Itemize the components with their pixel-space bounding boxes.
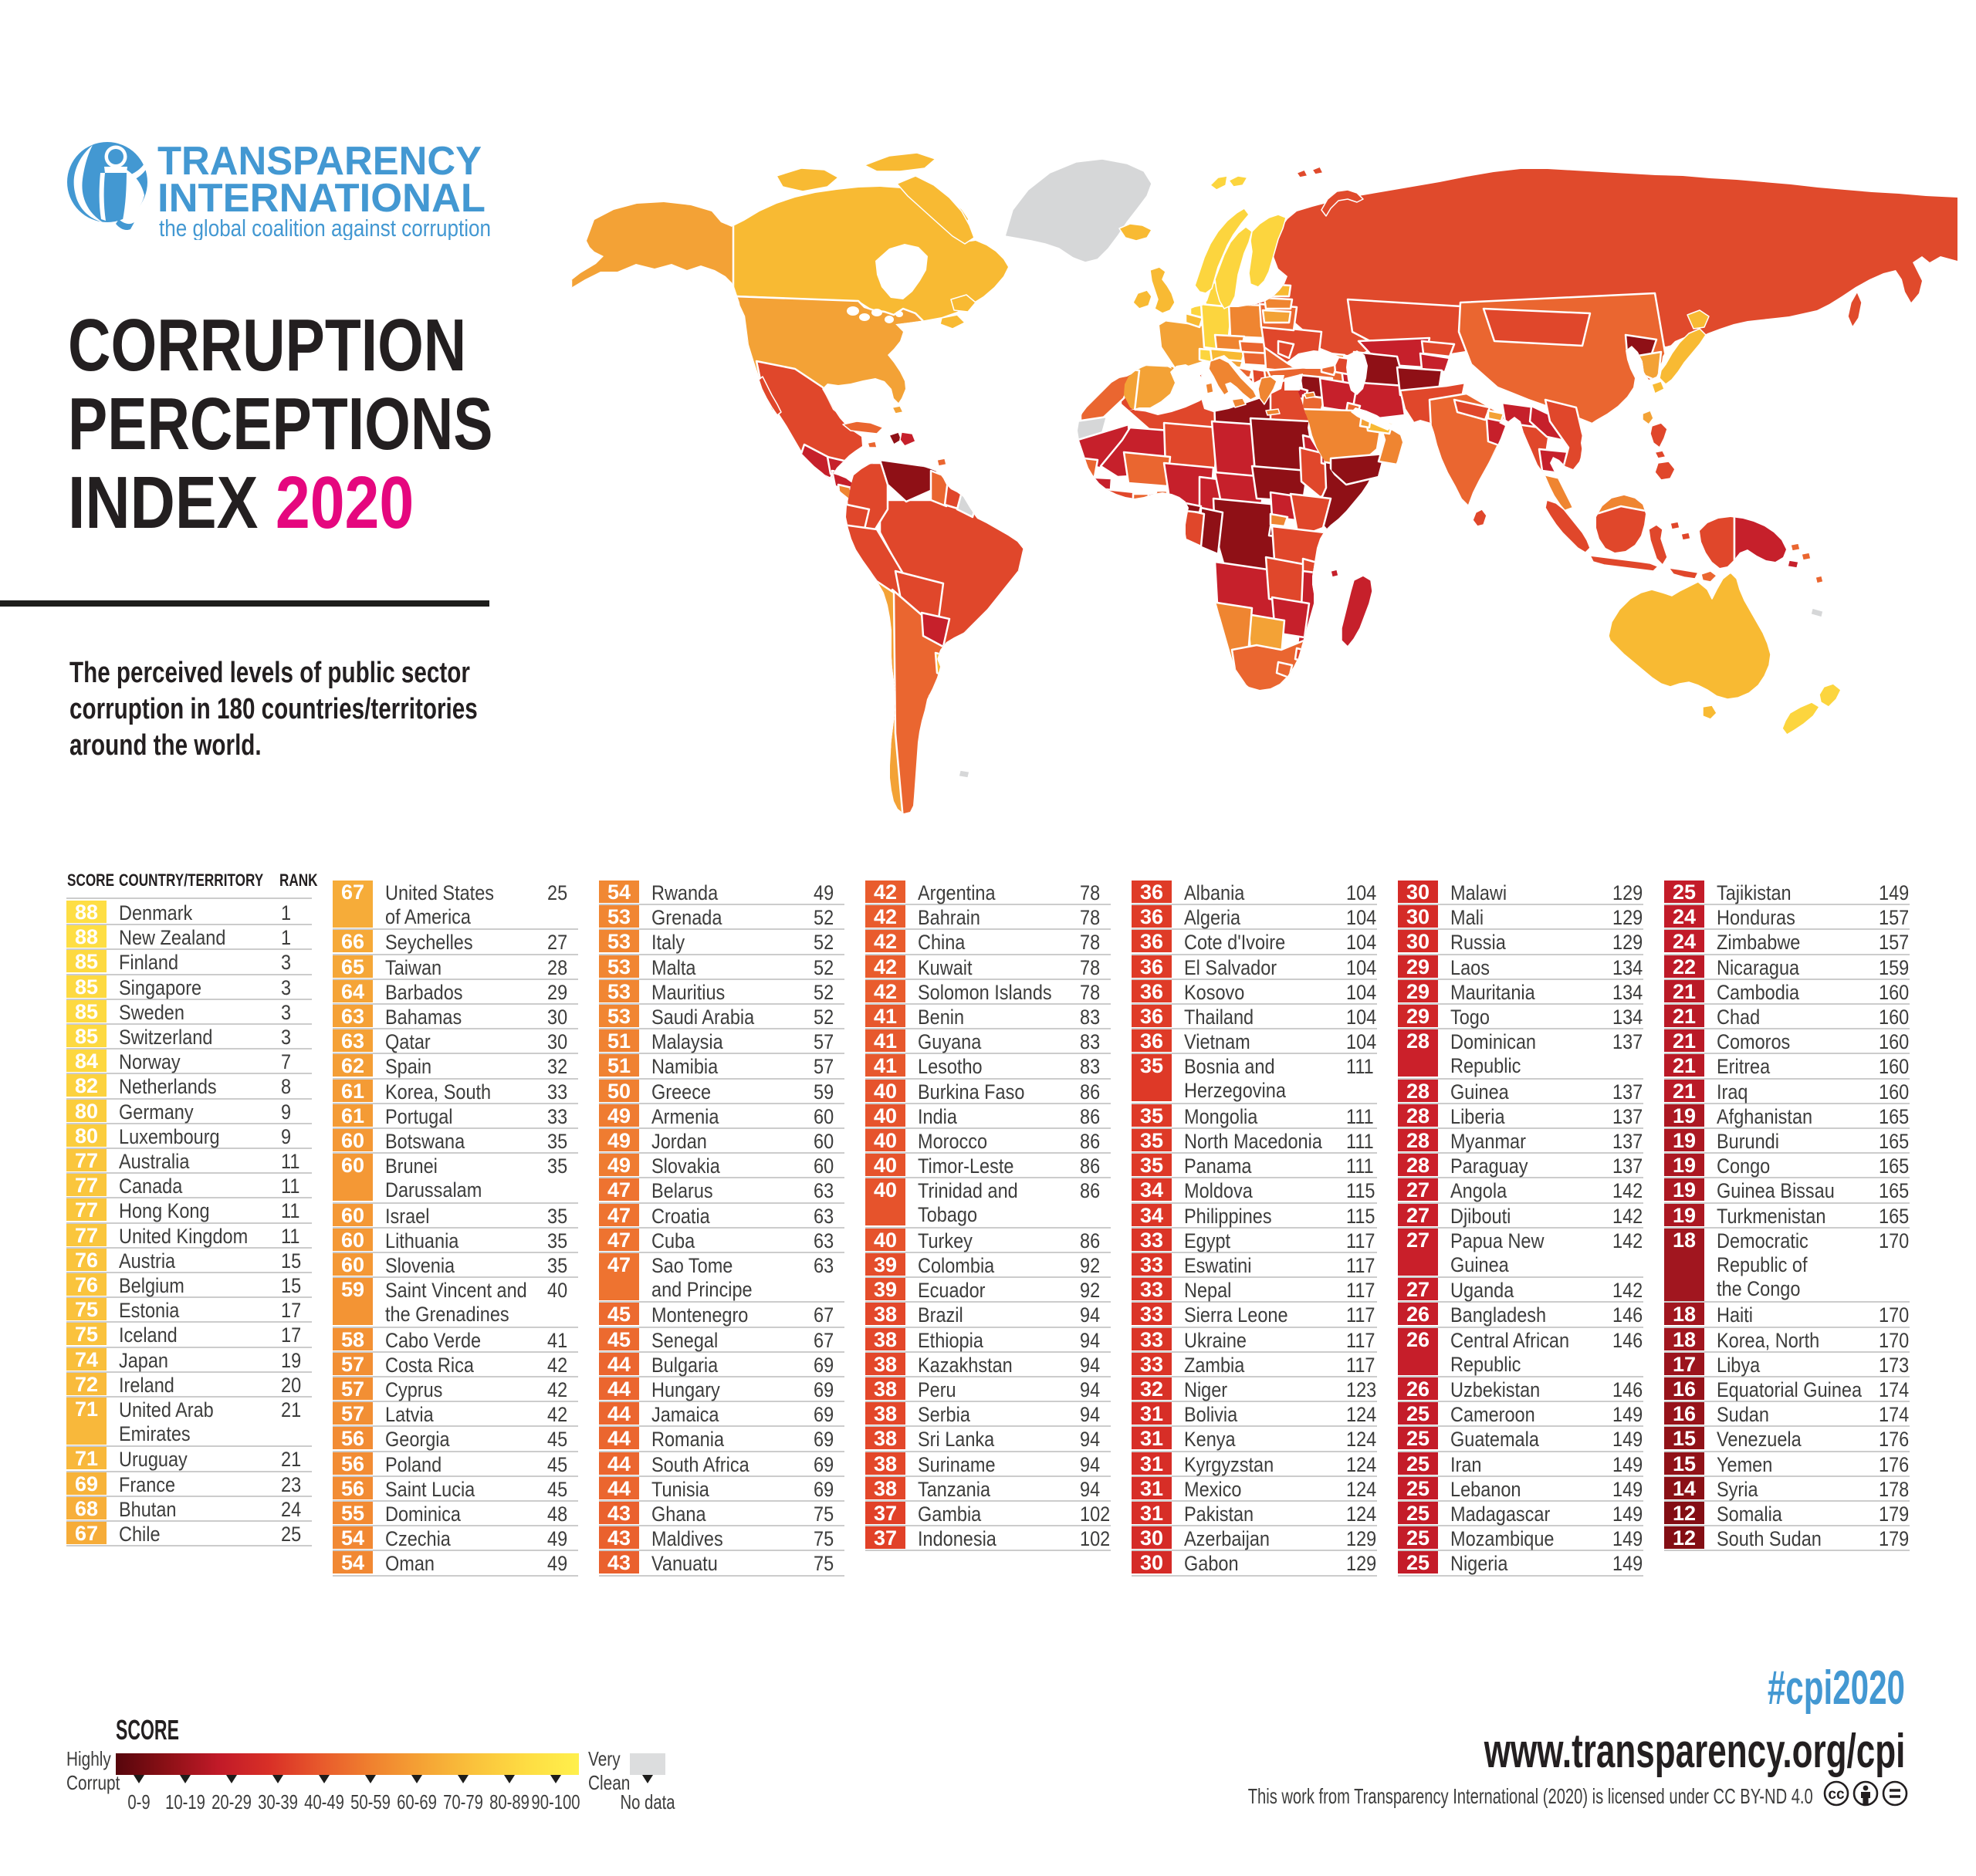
svg-text:TRANSPARENCY: TRANSPARENCY [157, 139, 482, 184]
svg-text:INTERNATIONAL: INTERNATIONAL [157, 176, 486, 221]
svg-text:cc: cc [1828, 1786, 1845, 1803]
svg-text:the global coalition against c: the global coalition against corruption [159, 215, 491, 240]
